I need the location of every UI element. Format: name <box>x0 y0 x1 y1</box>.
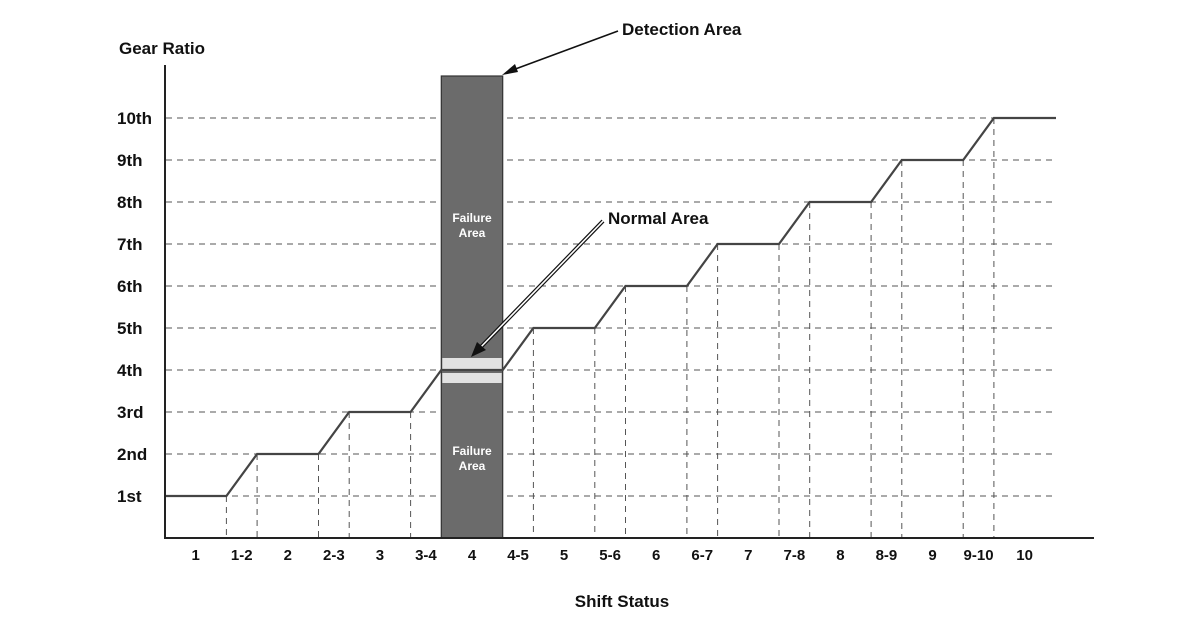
x-tick-1-2: 1-2 <box>231 547 253 564</box>
x-tick-labels: 1 1-2 2 2-3 3 3-4 4 4-5 5 5-6 6 6-7 7 7-8 8 8-9 9 9-10 10 <box>192 547 1033 564</box>
y-tick-9th: 9th <box>117 151 143 170</box>
failure-area-label-top-line2: Area <box>459 226 486 240</box>
y-tick-3rd: 3rd <box>117 403 143 422</box>
x-tick-9-10: 9-10 <box>964 547 994 564</box>
x-tick-3-4: 3-4 <box>415 547 437 564</box>
y-tick-7th: 7th <box>117 235 143 254</box>
x-tick-3: 3 <box>376 547 384 564</box>
x-tick-9: 9 <box>928 547 936 564</box>
x-tick-1: 1 <box>192 547 200 564</box>
detection-area-arrow <box>509 30 619 72</box>
x-axis-title: Shift Status <box>575 592 669 611</box>
x-tick-7: 7 <box>744 547 752 564</box>
y-tick-4th: 4th <box>117 361 143 380</box>
normal-area-band-bottom <box>442 373 502 383</box>
x-tick-5-6: 5-6 <box>599 547 621 564</box>
y-axis-title: Gear Ratio <box>119 39 205 58</box>
normal-area-arrow <box>477 220 604 351</box>
x-tick-7-8: 7-8 <box>784 547 806 564</box>
x-tick-6: 6 <box>652 547 660 564</box>
vertical-drop-lines <box>225 118 995 538</box>
y-tick-6th: 6th <box>117 277 143 296</box>
detection-area-arrowhead <box>502 64 518 75</box>
failure-area-label-bottom-line1: Failure <box>452 444 492 458</box>
y-tick-10th: 10th <box>117 109 152 128</box>
y-tick-labels: 1st 2nd 3rd 4th 5th 6th 7th 8th 9th 10th <box>117 109 152 506</box>
y-tick-8th: 8th <box>117 193 143 212</box>
x-tick-4: 4 <box>468 547 477 564</box>
failure-area-label-top-line1: Failure <box>452 211 492 225</box>
detection-area-label: Detection Area <box>622 20 742 39</box>
x-tick-10: 10 <box>1016 547 1033 564</box>
x-tick-2-3: 2-3 <box>323 547 345 564</box>
x-tick-2: 2 <box>284 547 292 564</box>
x-tick-4-5: 4-5 <box>507 547 529 564</box>
normal-area-arrowhead <box>471 342 486 357</box>
x-tick-8: 8 <box>836 547 844 564</box>
y-tick-5th: 5th <box>117 319 143 338</box>
y-tick-1st: 1st <box>117 487 142 506</box>
y-tick-2nd: 2nd <box>117 445 147 464</box>
x-tick-5: 5 <box>560 547 568 564</box>
series-line <box>165 116 1056 498</box>
failure-area-label-bottom-line2: Area <box>459 459 486 473</box>
normal-area-label: Normal Area <box>608 209 709 228</box>
normal-area-band-top <box>442 358 502 369</box>
x-tick-8-9: 8-9 <box>876 547 898 564</box>
x-tick-6-7: 6-7 <box>691 547 713 564</box>
